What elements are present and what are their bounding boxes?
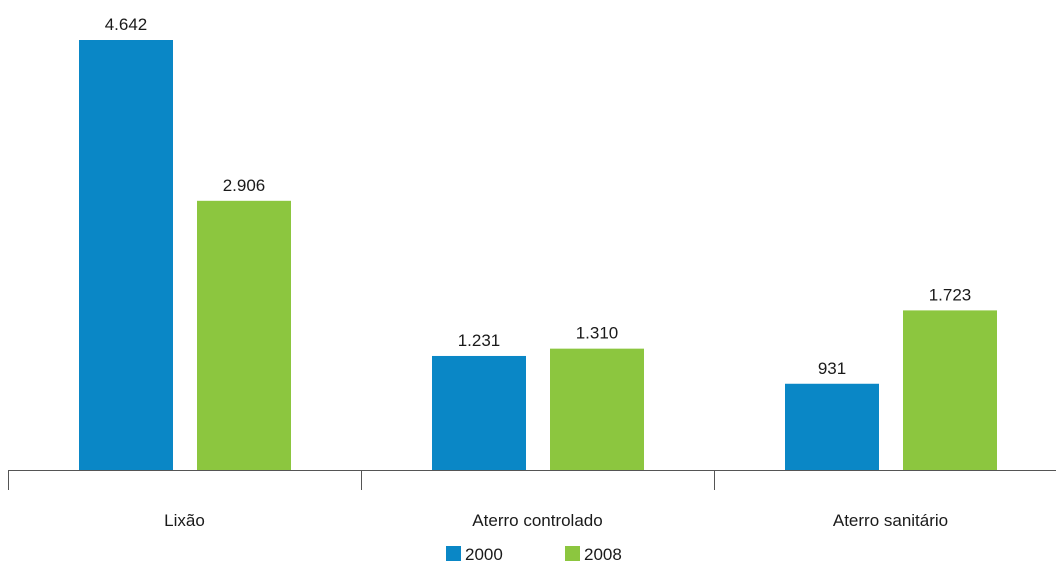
bars-group <box>79 40 997 470</box>
value-label-2008-1: 1.310 <box>576 324 619 343</box>
bar-2008-1 <box>550 348 644 470</box>
value-label-2000-1: 1.231 <box>458 331 501 350</box>
bar-2000-2 <box>785 383 879 470</box>
value-label-2008-2: 1.723 <box>929 285 972 304</box>
bar-2000-0 <box>79 40 173 470</box>
category-label-2: Aterro sanitário <box>833 511 948 530</box>
category-labels-group: Lixão Aterro controlado Aterro sanitário <box>164 511 948 530</box>
legend-swatch-2000 <box>446 546 461 561</box>
value-label-2000-0: 4.642 <box>105 15 148 34</box>
bar-2000-1 <box>432 355 526 470</box>
legend: 2000 2008 <box>446 545 622 562</box>
bar-2008-2 <box>903 310 997 470</box>
bar-2008-0 <box>197 200 291 470</box>
legend-label-2000: 2000 <box>465 545 503 562</box>
x-axis <box>8 470 1056 490</box>
legend-label-2008: 2008 <box>584 545 622 562</box>
category-label-1: Aterro controlado <box>472 511 602 530</box>
value-labels-group: 4.642 2.906 1.231 1.310 931 1.723 <box>105 15 972 378</box>
category-label-0: Lixão <box>164 511 205 530</box>
value-label-2008-0: 2.906 <box>223 176 266 195</box>
legend-swatch-2008 <box>565 546 580 561</box>
value-label-2000-2: 931 <box>818 359 846 378</box>
